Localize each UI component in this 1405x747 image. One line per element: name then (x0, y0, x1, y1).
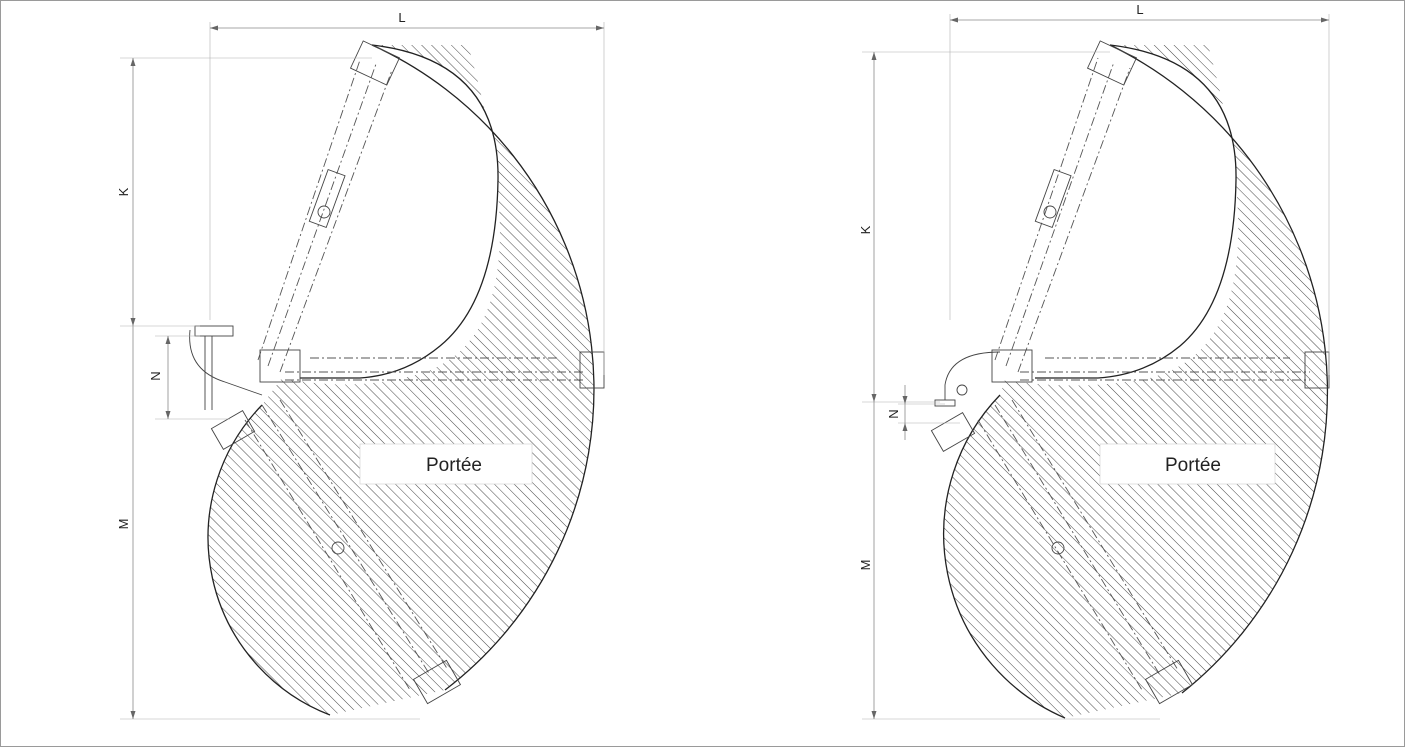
outer-arc-left (371, 44, 595, 691)
dimension-L-right: L (949, 2, 1330, 375)
label-K-left: K (116, 187, 131, 196)
lower-arc-right (943, 394, 1066, 719)
mount-base-right (934, 349, 1033, 407)
dimension-N-right: N (886, 385, 960, 440)
arm-raised-right (994, 40, 1138, 373)
diagram-left: L K N M Portée (116, 10, 605, 720)
arm-lowered-left (210, 399, 462, 705)
outer-arc-right (1109, 44, 1329, 694)
dimension-K-right: K (858, 51, 1110, 403)
dimension-M-left: M (116, 326, 420, 720)
dimension-L-left: L (209, 10, 605, 375)
dimension-N-left: N (148, 335, 230, 420)
arm-raised-left (257, 40, 401, 373)
label-M-right: M (858, 560, 873, 571)
diagram-right: L K N M Portée (858, 2, 1330, 720)
dimension-M-right: M (858, 402, 1160, 720)
label-L-right: L (1136, 2, 1143, 17)
mount-base-left (189, 325, 301, 410)
reach-area-right (943, 45, 1328, 718)
label-N-right: N (886, 409, 901, 418)
label-N-left: N (148, 371, 163, 380)
portee-label-left: Portée (426, 455, 482, 476)
inner-clear-right (1035, 45, 1237, 380)
portee-box-left (359, 443, 533, 485)
inner-arc-left (300, 44, 499, 379)
reach-area-left (208, 45, 594, 715)
label-K-right: K (858, 225, 873, 234)
arm-lowered-right (930, 399, 1194, 705)
lower-arc-left (207, 404, 331, 716)
label-L-left: L (398, 10, 405, 25)
portee-label-right: Portée (1165, 455, 1221, 476)
label-M-left: M (116, 519, 131, 530)
inner-clear-left (300, 45, 499, 380)
portee-box-right (1099, 443, 1276, 485)
inner-arc-right (1035, 44, 1237, 379)
